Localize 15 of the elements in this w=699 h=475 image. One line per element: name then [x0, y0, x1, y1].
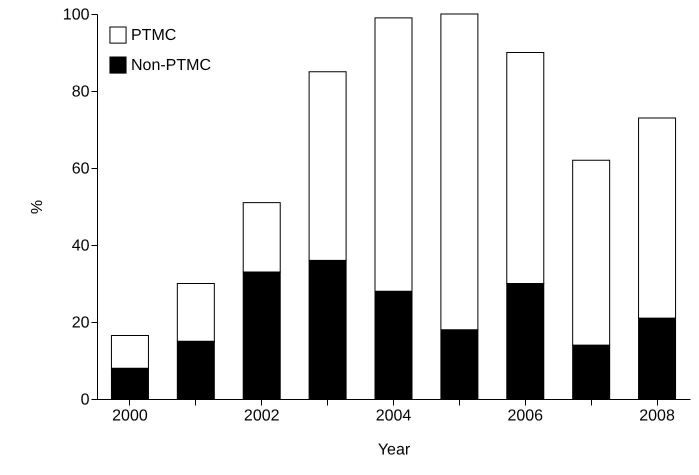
y-axis-title: % [28, 200, 46, 214]
x-tick-label: 2000 [112, 408, 148, 424]
legend-label: PTMC [131, 27, 176, 44]
y-tick-label: 20 [72, 314, 90, 332]
x-tick-label: 2002 [244, 408, 280, 424]
x-tick-label: 2006 [507, 408, 544, 424]
x-tick-label: 2004 [376, 408, 412, 424]
y-tick-label: 80 [72, 84, 90, 100]
x-tick-label: 2008 [639, 408, 675, 424]
x-axis-title: Year [378, 442, 411, 458]
y-tick-label: 0 [80, 392, 90, 408]
y-tick-label: 60 [72, 160, 90, 178]
y-tick-label: 40 [72, 238, 90, 254]
legend-label: Non-PTMC [131, 57, 212, 74]
y-tick-label: 100 [62, 6, 90, 24]
